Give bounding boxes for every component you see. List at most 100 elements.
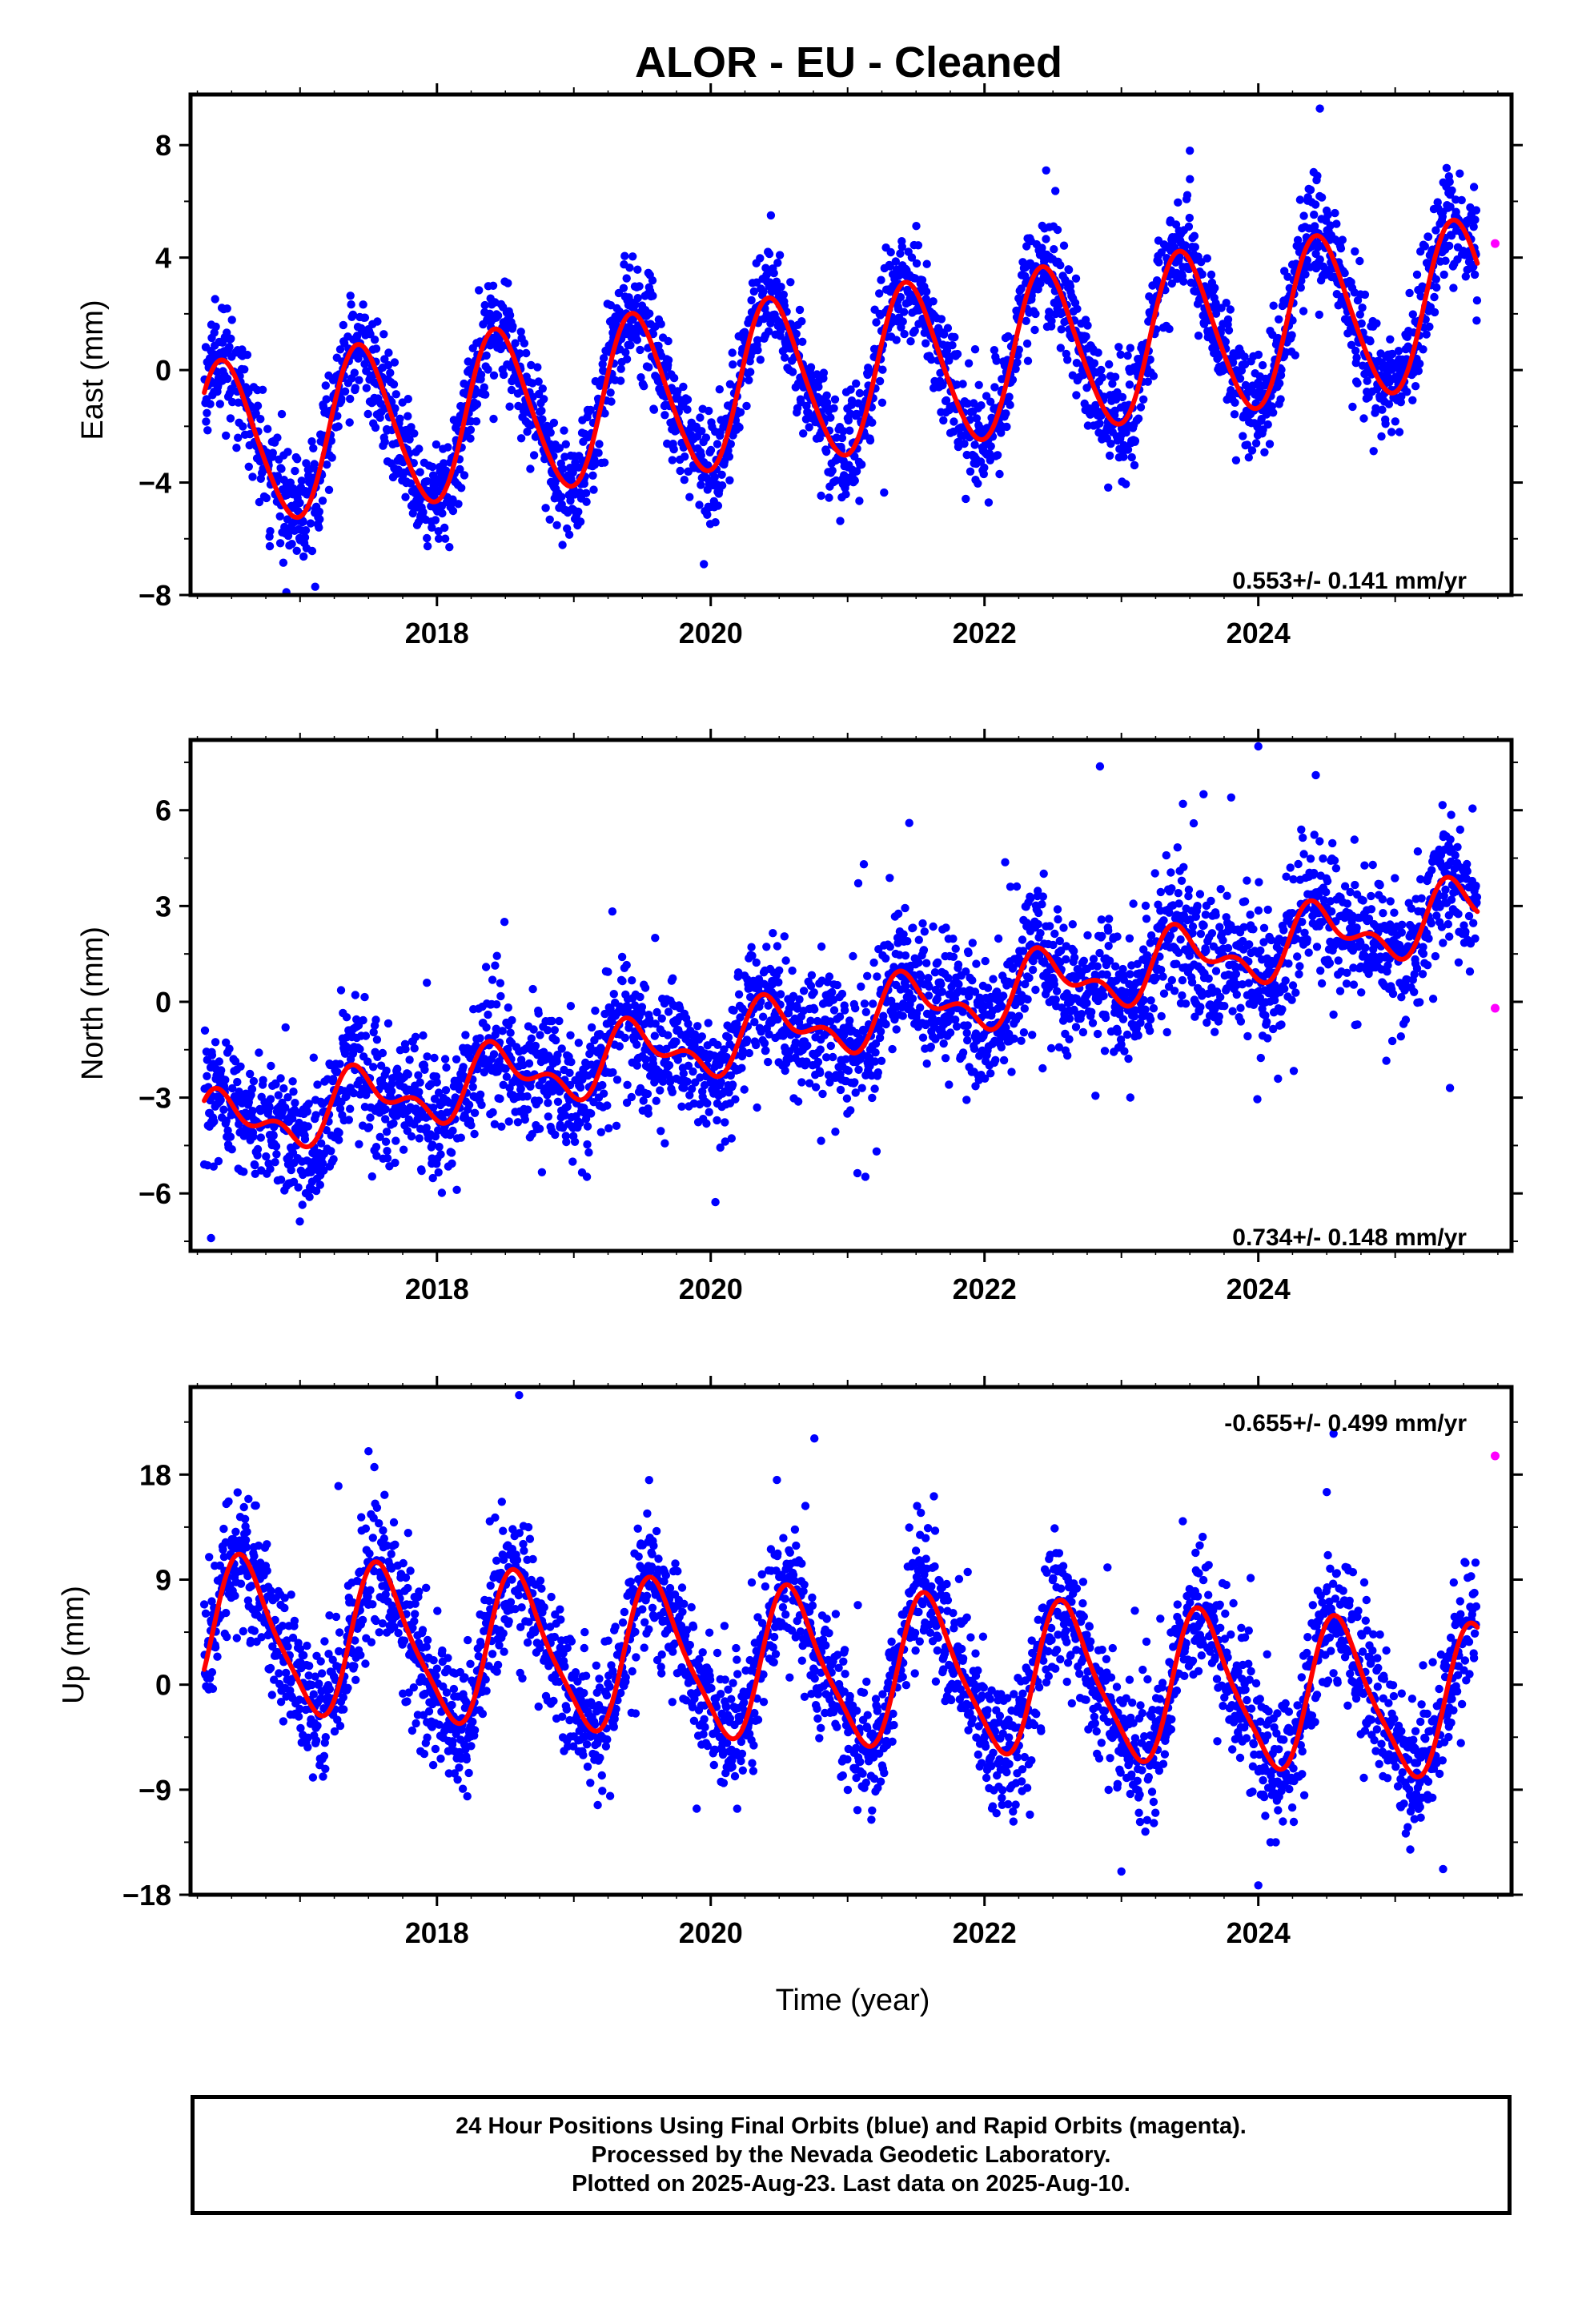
east-data-point: [1207, 270, 1216, 279]
north-data-point: [504, 1117, 513, 1126]
east-data-point: [380, 437, 389, 446]
north-data-point: [972, 959, 981, 968]
east-data-point: [293, 455, 302, 464]
east-data-point: [826, 413, 835, 422]
east-data-point: [1130, 436, 1140, 445]
east-data-point: [321, 381, 330, 390]
east-data-point: [986, 442, 995, 451]
east-data-point: [472, 417, 481, 426]
east-data-point: [1355, 256, 1364, 266]
north-data-point: [576, 1083, 585, 1092]
north-data-point: [970, 1044, 979, 1053]
north-data-point: [294, 1183, 303, 1192]
east-data-point: [248, 472, 257, 481]
east-data-point: [507, 385, 516, 395]
east-data-point: [445, 543, 454, 552]
north-data-point: [432, 1078, 441, 1087]
east-data-point: [529, 451, 539, 460]
north-data-point: [854, 1065, 863, 1075]
east-data-point: [203, 408, 211, 417]
east-data-point: [1122, 480, 1130, 489]
east-data-point: [1331, 208, 1339, 218]
east-data-point: [635, 282, 644, 291]
east-data-point: [898, 317, 907, 326]
north-data-point: [705, 1108, 713, 1116]
east-data-point: [227, 334, 235, 344]
north-data-point: [226, 1132, 235, 1141]
north-data-point: [383, 1147, 391, 1156]
east-data-point: [839, 427, 848, 436]
north-data-point: [372, 1035, 382, 1044]
east-data-point: [373, 317, 382, 326]
east-data-point: [558, 464, 568, 473]
north-data-point: [434, 1168, 443, 1177]
east-data-point: [912, 259, 921, 268]
east-data-point: [560, 426, 568, 435]
north-data-point: [885, 874, 894, 883]
east-data-point: [704, 461, 713, 470]
east-data-point: [537, 406, 546, 416]
east-data-point: [202, 417, 211, 426]
east-data-point: [703, 510, 712, 519]
north-data-point: [926, 1042, 936, 1051]
north-data-point: [1038, 900, 1046, 909]
east-data-point: [648, 329, 658, 339]
east-data-point: [1072, 391, 1081, 400]
north-data-point: [813, 1057, 823, 1067]
east-data-point: [472, 400, 482, 408]
east-data-point: [822, 447, 831, 456]
north-data-point: [689, 1067, 697, 1076]
north-data-point: [508, 1015, 516, 1025]
north-data-point: [468, 1083, 477, 1092]
east-xtick-label: 2018: [405, 617, 469, 649]
east-data-point: [431, 516, 440, 525]
east-data-point: [333, 412, 342, 420]
north-data-point: [448, 1159, 456, 1168]
north-data-point: [269, 1131, 278, 1140]
north-data-point: [459, 1063, 468, 1072]
north-data-point: [833, 980, 842, 990]
north-data-point: [407, 1132, 416, 1141]
east-data-point: [742, 401, 751, 411]
east-data-point: [852, 379, 861, 388]
north-data-point: [941, 1054, 950, 1063]
east-data-point: [1006, 400, 1014, 409]
north-data-point: [818, 1089, 827, 1099]
east-data-point: [753, 336, 762, 344]
north-data-point: [399, 1145, 408, 1154]
east-data-point: [850, 452, 859, 461]
east-data-point: [354, 354, 363, 363]
north-data-point: [762, 943, 771, 951]
east-data-point: [1226, 305, 1235, 314]
east-data-point: [985, 449, 994, 458]
north-data-point: [809, 988, 818, 997]
north-data-point: [371, 1143, 381, 1152]
north-data-point: [582, 1172, 592, 1181]
east-data-point: [1369, 447, 1378, 456]
east-data-point: [225, 343, 234, 352]
east-data-point: [745, 376, 753, 384]
north-data-point: [364, 1123, 374, 1132]
north-data-point: [863, 971, 872, 981]
east-data-point: [681, 452, 689, 461]
north-data-point: [1025, 973, 1034, 983]
north-data-point: [414, 1071, 423, 1080]
east-data-point: [1351, 247, 1359, 256]
east-ylabel: East (mm): [76, 300, 110, 440]
north-data-point: [799, 987, 809, 995]
east-data-point: [1381, 420, 1390, 428]
north-data-point: [423, 979, 432, 987]
north-data-point: [391, 1158, 400, 1168]
north-data-point: [829, 1006, 839, 1015]
north-data-point: [844, 1066, 853, 1076]
east-data-point: [363, 409, 372, 419]
north-data-point: [548, 1016, 556, 1026]
east-data-point: [299, 517, 307, 526]
east-data-point: [1276, 395, 1285, 404]
north-data-point: [851, 1003, 860, 1013]
east-data-point: [1311, 222, 1319, 231]
north-data-point: [622, 960, 631, 970]
north-data-point: [200, 1026, 210, 1035]
east-data-point: [1057, 325, 1066, 334]
east-data-point: [275, 539, 285, 548]
